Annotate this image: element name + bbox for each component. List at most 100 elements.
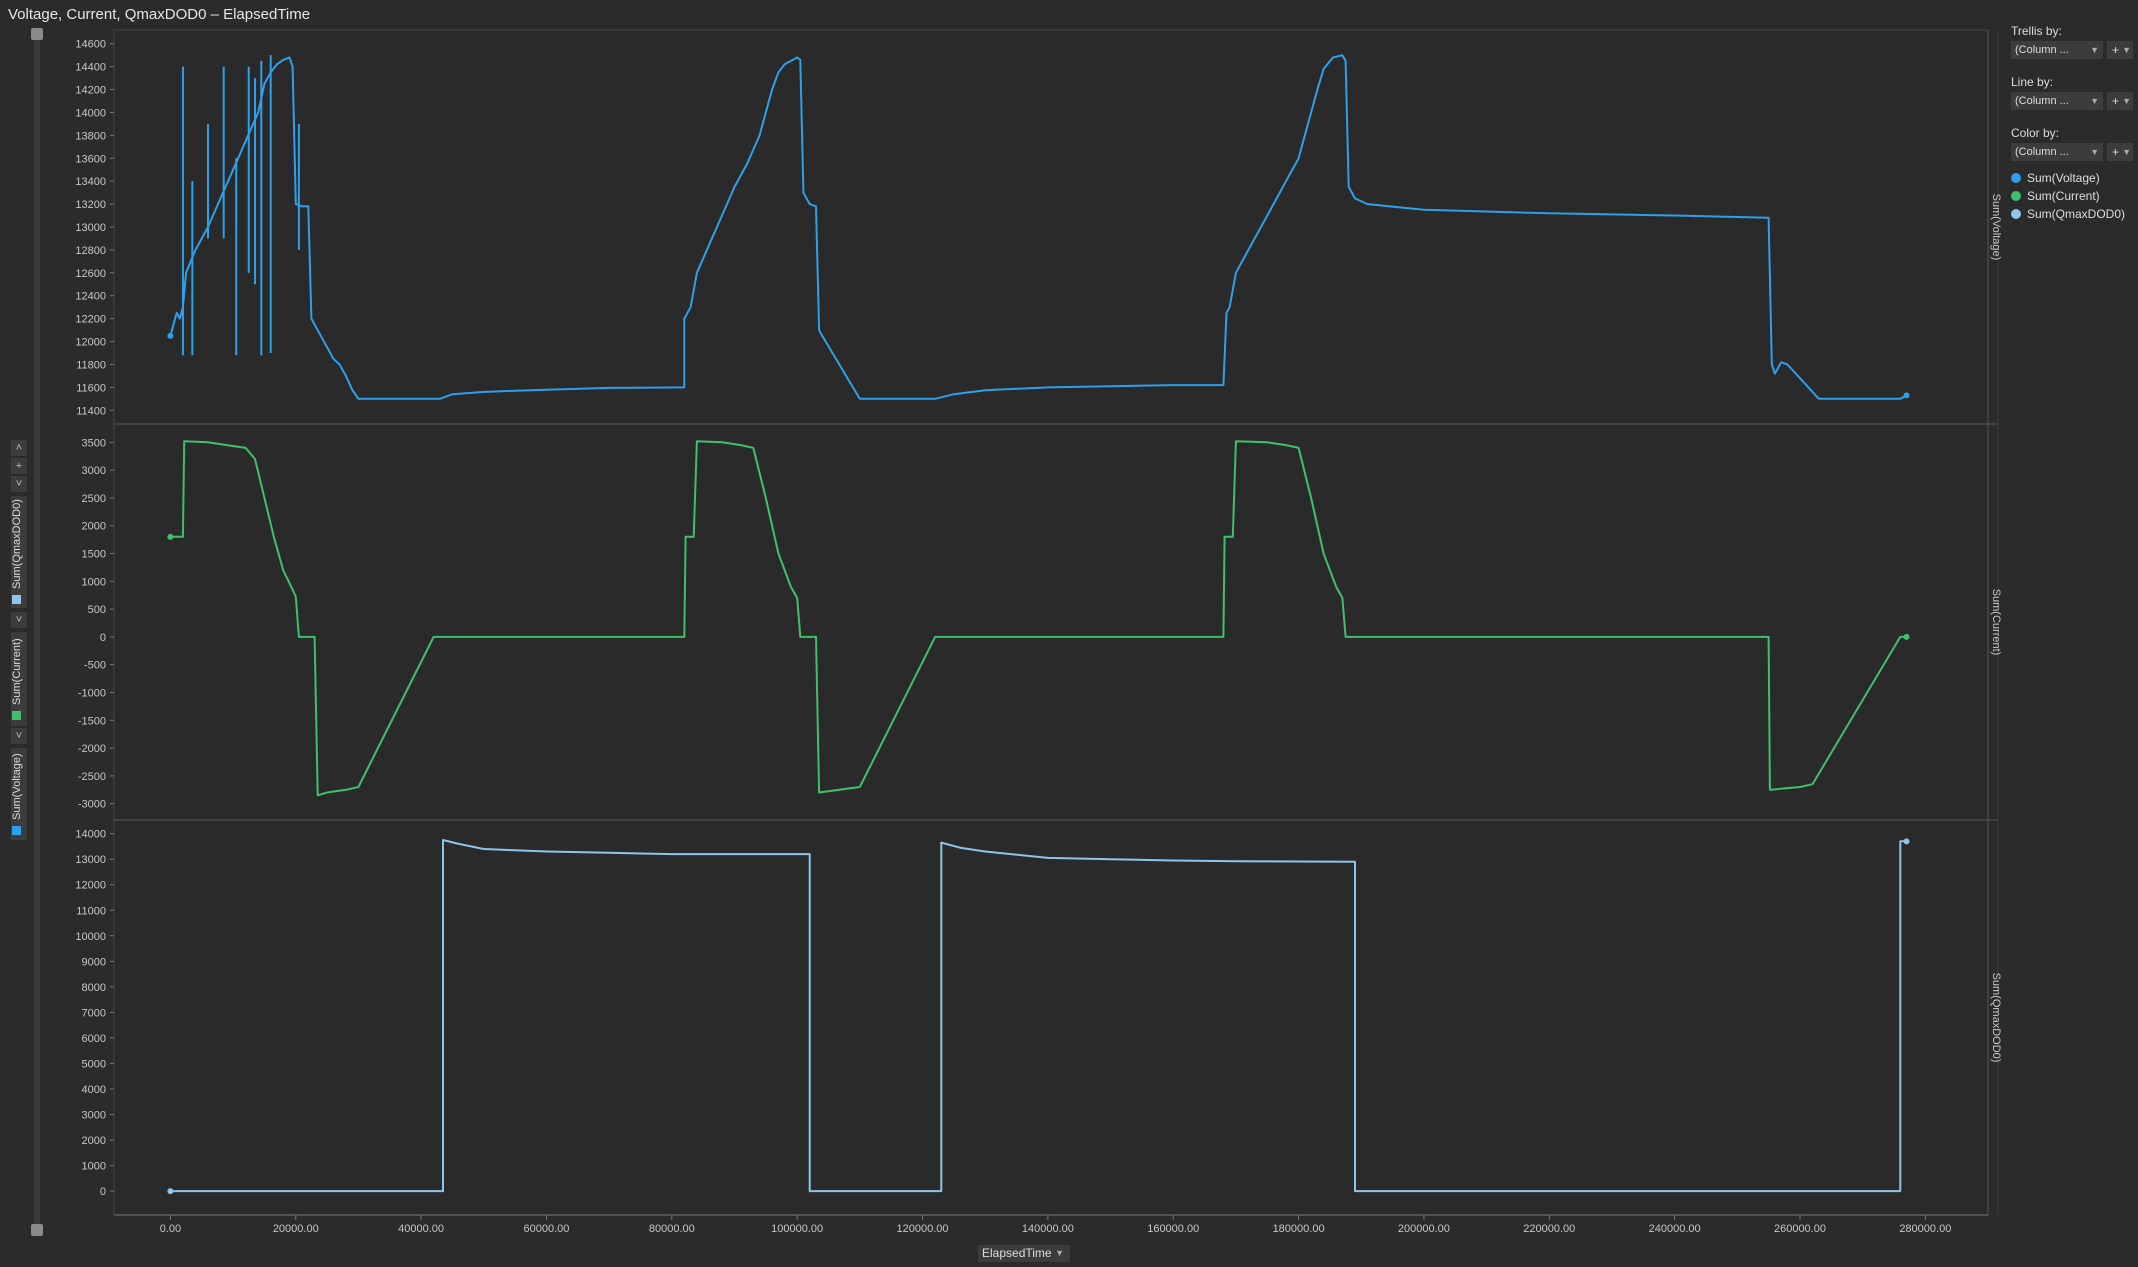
- y-tick-label: 12800: [75, 245, 106, 257]
- plot-area: [113, 29, 1989, 1216]
- x-tick-label: 200000.00: [1398, 1223, 1450, 1235]
- series-line: [170, 839, 1907, 1193]
- y-axis-legend: ˄ + ˅ Sum(QmaxDOD0) ˅ Sum(Current) ˅ Sum…: [11, 440, 27, 840]
- y-tick-label: -1500: [78, 715, 106, 727]
- y-axis-add-button[interactable]: +: [11, 458, 27, 474]
- line-by-select[interactable]: (Column ... ▼: [2011, 92, 2103, 110]
- y-tick-label: 0: [100, 1186, 106, 1198]
- y-axis-up-button[interactable]: ˄: [11, 440, 27, 456]
- y-tick-label: 12400: [75, 291, 106, 303]
- legend-dot-icon: [2011, 173, 2021, 183]
- y-tick-label: 1000: [82, 1161, 106, 1173]
- x-tick-label: 180000.00: [1273, 1223, 1325, 1235]
- trellis-select[interactable]: (Column ... ▼: [2011, 41, 2103, 59]
- legend-dot-icon: [2011, 191, 2021, 201]
- plus-icon: +: [2112, 43, 2120, 57]
- y-tick-label: 10000: [75, 931, 106, 943]
- y-axis-down-button[interactable]: ˅: [11, 476, 27, 492]
- y-axis-down-button-3[interactable]: ˅: [11, 728, 27, 744]
- chevron-down-icon: ▼: [2122, 147, 2131, 157]
- y-tick-label: 7000: [82, 1007, 106, 1019]
- legend-dot-icon: [2011, 209, 2021, 219]
- y-tick-label: 14000: [75, 829, 106, 841]
- legend-label: Sum(Current): [2027, 189, 2100, 203]
- y-tick-label: 13600: [75, 153, 106, 165]
- legend-label: Sum(QmaxDOD0): [2027, 207, 2126, 221]
- y-tick-label: 11000: [76, 905, 106, 917]
- trellis-row: (Column ... ▼ + ▼: [2011, 41, 2135, 59]
- line-by-label: Line by:: [2011, 75, 2054, 89]
- y-tick-label: 13200: [75, 199, 106, 211]
- trellis-select-value: (Column ...: [2015, 44, 2069, 56]
- line-by-add-button[interactable]: + ▼: [2107, 92, 2133, 110]
- y-tick-label: 3000: [82, 465, 106, 477]
- color-by-select[interactable]: (Column ... ▼: [2011, 143, 2103, 161]
- y-tick-label: 2500: [82, 493, 106, 505]
- panel-series-label: Sum(Current): [1990, 589, 2002, 656]
- series-start-point: [167, 1188, 174, 1195]
- chevron-down-icon: ▼: [2090, 96, 2099, 106]
- y-tick-label: 12600: [75, 268, 106, 280]
- y-tick-label: 5000: [82, 1058, 106, 1070]
- y-range-slider[interactable]: [31, 28, 43, 1236]
- legend-item-current[interactable]: Sum(Current): [2011, 187, 2135, 205]
- y-tick-label: 13000: [75, 222, 106, 234]
- y-tick-label: 9000: [82, 956, 106, 968]
- y-tick-label: 13000: [75, 854, 106, 866]
- y-tick-label: 14200: [75, 85, 106, 97]
- x-tick-label: 100000.00: [771, 1223, 823, 1235]
- x-tick-label: 260000.00: [1774, 1223, 1826, 1235]
- x-axis-selector-label: ElapsedTime: [982, 1246, 1052, 1260]
- x-tick-label: 240000.00: [1649, 1223, 1701, 1235]
- x-tick-label: 0.00: [160, 1223, 181, 1235]
- chevron-down-icon: ▼: [2090, 147, 2099, 157]
- y-tick-label: 2000: [82, 1135, 106, 1147]
- line-by-row: (Column ... ▼ + ▼: [2011, 92, 2135, 110]
- y-tick-label: 11400: [76, 405, 106, 417]
- y-tick-label: 12000: [75, 880, 106, 892]
- legend-item-qmax[interactable]: Sum(QmaxDOD0): [2011, 205, 2135, 223]
- series-line: [169, 54, 1907, 400]
- y-tick-label: 6000: [82, 1033, 106, 1045]
- y-tick-label: 14400: [75, 62, 106, 74]
- series-end-point: [1903, 633, 1910, 640]
- color-by-select-value: (Column ...: [2015, 146, 2069, 158]
- plus-icon: +: [2112, 145, 2120, 159]
- y-tick-label: 3500: [82, 437, 106, 449]
- color-by-row: (Column ... ▼ + ▼: [2011, 143, 2135, 161]
- x-tick-label: 40000.00: [398, 1223, 444, 1235]
- y-tick-label: 14600: [75, 39, 106, 51]
- chevron-down-icon: ▼: [1055, 1248, 1064, 1258]
- chevron-down-icon: ▼: [2122, 96, 2131, 106]
- slider-top-handle[interactable]: [31, 28, 43, 40]
- y-tick-label: -500: [84, 660, 106, 672]
- x-tick-label: 60000.00: [524, 1223, 570, 1235]
- y-tick-label: 4000: [82, 1084, 106, 1096]
- y-tick-label: -2000: [78, 743, 106, 755]
- y-tick-label: 11800: [76, 359, 106, 371]
- y-axis-down-button-2[interactable]: ˅: [11, 612, 27, 628]
- y-tick-label: -1000: [78, 687, 106, 699]
- x-tick-label: 280000.00: [1899, 1223, 1951, 1235]
- page-title: Voltage, Current, QmaxDOD0 – ElapsedTime: [8, 6, 311, 23]
- slider-bottom-handle[interactable]: [31, 1224, 43, 1236]
- color-by-label: Color by:: [2011, 126, 2060, 140]
- line-by-select-value: (Column ...: [2015, 95, 2069, 107]
- series-start-point: [167, 533, 174, 540]
- color-legend: Sum(Voltage) Sum(Current) Sum(QmaxDOD0): [2011, 169, 2135, 223]
- y-tick-label: 13800: [75, 130, 106, 142]
- panel-series-label: Sum(Voltage): [1990, 194, 2002, 261]
- y-tick-label: 13400: [75, 176, 106, 188]
- chevron-down-icon: ▼: [2090, 45, 2099, 55]
- x-tick-label: 80000.00: [649, 1223, 695, 1235]
- plus-icon: +: [2112, 94, 2120, 108]
- legend-item-voltage[interactable]: Sum(Voltage): [2011, 169, 2135, 187]
- y-tick-label: -3000: [78, 799, 106, 811]
- properties-panel: Trellis by: (Column ... ▼ + ▼ Line by: (…: [2011, 24, 2135, 223]
- trellis-add-button[interactable]: + ▼: [2107, 41, 2133, 59]
- color-by-add-button[interactable]: + ▼: [2107, 143, 2133, 161]
- y-tick-label: 3000: [82, 1110, 106, 1122]
- y-tick-label: 14000: [75, 107, 106, 119]
- x-axis-selector[interactable]: ElapsedTime ▼: [978, 1245, 1070, 1262]
